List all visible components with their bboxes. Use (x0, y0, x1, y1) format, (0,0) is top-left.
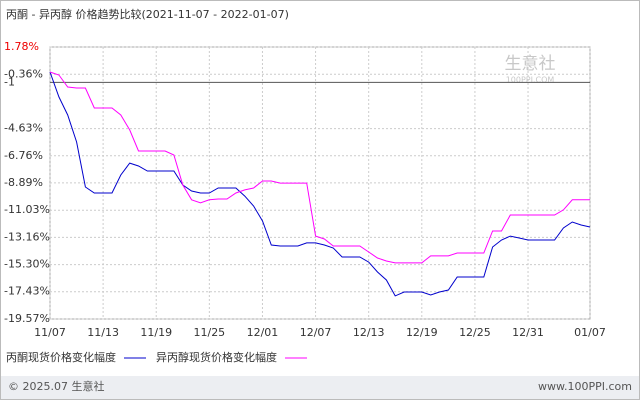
y-tick-label: -17.43% (4, 285, 50, 298)
y-tick-label: -6.76% (4, 149, 43, 162)
chart-title: 丙酮 - 异丙醇 价格趋势比较(2021-11-07 - 2022-01-07) (6, 7, 289, 21)
footer-bar (1, 376, 639, 399)
x-tick-label: 11/19 (140, 326, 172, 339)
x-tick-label: 12/13 (353, 326, 385, 339)
y-tick-label: -0.36% (4, 67, 43, 80)
series-line (49, 71, 590, 264)
x-tick-label: 12/31 (512, 326, 544, 339)
y-tick-label: -15.30% (4, 258, 50, 271)
x-tick-label: 12/19 (406, 326, 438, 339)
x-tick-label: 12/25 (459, 326, 491, 339)
y-tick-label: 1.78% (4, 40, 39, 53)
x-tick-label: 12/01 (247, 326, 279, 339)
y-tick-label: -11.03% (4, 203, 50, 216)
x-tick-label: 11/13 (87, 326, 119, 339)
footer-right: www.100PPI.com (538, 380, 632, 393)
y-tick-label: -19.57% (4, 312, 50, 325)
legend-label: 异丙醇现货价格变化幅度 (156, 350, 277, 364)
legend-label: 丙酮现货价格变化幅度 (6, 350, 116, 364)
watermark: 生意社 (505, 54, 556, 74)
x-tick-label: 12/07 (300, 326, 332, 339)
x-tick-label: 11/07 (34, 326, 66, 339)
y-tick-label: -1 (4, 75, 15, 88)
y-tick-label: -4.63% (4, 122, 43, 135)
x-tick-label: 11/25 (193, 326, 225, 339)
watermark-url: 100PPI.COM (506, 76, 555, 85)
footer-left: © 2025.07 生意社 (8, 379, 104, 393)
y-tick-label: -8.89% (4, 176, 43, 189)
y-tick-label: -13.16% (4, 230, 50, 243)
x-tick-label: 01/07 (574, 326, 606, 339)
series-line (49, 71, 591, 297)
